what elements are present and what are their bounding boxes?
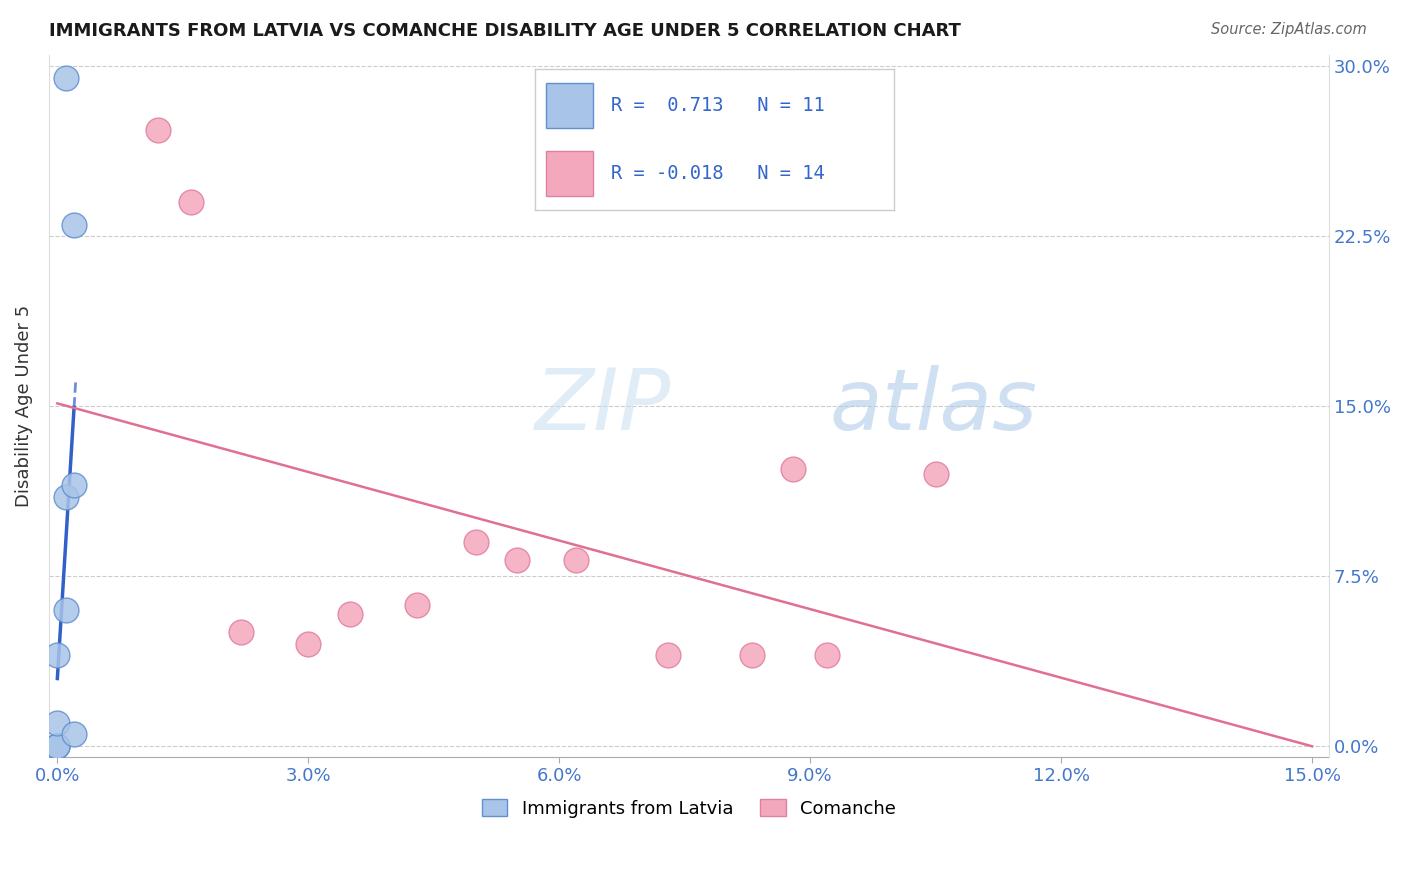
- Point: [46, 739, 69, 753]
- Point: [297, 637, 319, 651]
- Point: [180, 195, 202, 210]
- Point: [339, 607, 361, 622]
- Point: [46, 716, 69, 731]
- Point: [63, 727, 86, 741]
- Point: [46, 648, 69, 662]
- Point: [146, 123, 169, 137]
- Point: [55, 490, 77, 504]
- Point: [657, 648, 679, 662]
- Point: [815, 648, 838, 662]
- Point: [46, 739, 69, 753]
- Text: Source: ZipAtlas.com: Source: ZipAtlas.com: [1211, 22, 1367, 37]
- Text: ZIP: ZIP: [536, 365, 672, 448]
- Legend: Immigrants from Latvia, Comanche: Immigrants from Latvia, Comanche: [475, 792, 903, 825]
- Point: [231, 625, 253, 640]
- Point: [55, 603, 77, 617]
- Point: [506, 553, 529, 567]
- Point: [63, 478, 86, 492]
- Y-axis label: Disability Age Under 5: Disability Age Under 5: [15, 305, 32, 508]
- Point: [565, 553, 588, 567]
- Point: [55, 70, 77, 85]
- Point: [741, 648, 763, 662]
- Point: [46, 739, 69, 753]
- Text: IMMIGRANTS FROM LATVIA VS COMANCHE DISABILITY AGE UNDER 5 CORRELATION CHART: IMMIGRANTS FROM LATVIA VS COMANCHE DISAB…: [49, 22, 962, 40]
- Point: [924, 467, 946, 481]
- Point: [63, 218, 86, 232]
- Point: [464, 534, 486, 549]
- Text: atlas: atlas: [830, 365, 1038, 448]
- Point: [782, 462, 804, 476]
- Point: [406, 599, 429, 613]
